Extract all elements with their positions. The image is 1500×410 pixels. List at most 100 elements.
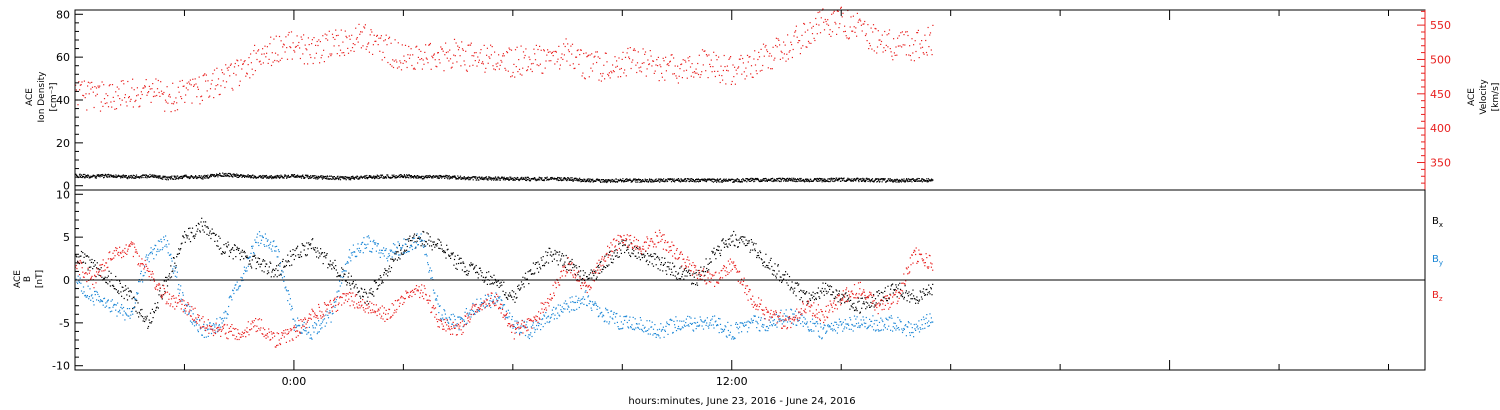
b-x-point bbox=[667, 261, 669, 263]
density-point bbox=[559, 177, 561, 179]
density-point bbox=[716, 180, 718, 182]
velocity-point bbox=[747, 61, 749, 63]
velocity-point bbox=[553, 50, 555, 53]
velocity-point bbox=[597, 56, 599, 58]
density-point bbox=[877, 178, 879, 180]
velocity-point bbox=[208, 96, 210, 98]
density-point bbox=[764, 180, 766, 182]
density-point bbox=[867, 180, 869, 182]
b-x-point bbox=[264, 265, 266, 268]
b-x-point bbox=[825, 290, 827, 292]
b-x-point bbox=[642, 254, 644, 256]
density-point bbox=[83, 176, 85, 178]
density-point bbox=[630, 179, 632, 181]
b-x-point bbox=[240, 251, 242, 253]
velocity-point bbox=[454, 55, 456, 57]
density-point bbox=[357, 176, 359, 178]
b-y-point bbox=[226, 317, 228, 319]
b-y-point bbox=[449, 318, 451, 320]
velocity-point bbox=[765, 44, 767, 47]
b-y-point bbox=[268, 247, 270, 249]
density-point bbox=[627, 179, 629, 181]
velocity-point bbox=[677, 65, 679, 67]
density-point bbox=[522, 177, 525, 179]
b-x-point bbox=[668, 266, 670, 268]
velocity-point bbox=[164, 99, 167, 101]
velocity-point bbox=[893, 52, 895, 54]
b-x-point bbox=[664, 262, 666, 264]
density-point bbox=[339, 175, 341, 178]
density-point bbox=[815, 180, 817, 182]
density-point bbox=[833, 180, 835, 183]
density-point bbox=[497, 179, 499, 181]
velocity-point bbox=[706, 55, 708, 57]
b-x-point bbox=[903, 298, 905, 300]
b-y-point bbox=[450, 319, 452, 321]
b-x-point bbox=[712, 252, 714, 254]
b-x-point bbox=[886, 300, 888, 302]
b-x-point bbox=[142, 320, 144, 322]
velocity-point bbox=[687, 57, 689, 59]
velocity-point bbox=[175, 97, 177, 99]
b-y-point bbox=[283, 276, 285, 278]
b-x-point bbox=[104, 276, 106, 278]
b-x-point bbox=[141, 308, 143, 311]
b-x-point bbox=[915, 302, 917, 304]
b-y-point bbox=[373, 239, 375, 241]
density-point bbox=[400, 174, 402, 176]
b-y-point bbox=[175, 266, 177, 269]
density-point bbox=[660, 180, 662, 182]
b-x-point bbox=[239, 259, 241, 261]
density-point bbox=[182, 176, 184, 178]
b-y-point bbox=[276, 256, 278, 258]
density-point bbox=[132, 177, 134, 179]
b-x-point bbox=[622, 239, 624, 241]
velocity-point bbox=[165, 101, 167, 103]
density-point bbox=[762, 179, 764, 181]
b-x-point bbox=[537, 261, 539, 263]
velocity-point bbox=[423, 63, 425, 65]
velocity-point bbox=[427, 62, 429, 64]
velocity-point bbox=[783, 41, 785, 43]
velocity-point bbox=[418, 48, 420, 51]
b-x-point bbox=[224, 252, 226, 254]
b-x-point bbox=[475, 264, 477, 267]
density-point bbox=[376, 174, 378, 176]
velocity-point bbox=[170, 111, 172, 113]
velocity-point bbox=[670, 54, 672, 56]
b-y-point bbox=[348, 249, 351, 251]
b-x-point bbox=[258, 258, 261, 260]
b-x-point bbox=[696, 284, 699, 286]
density-point bbox=[697, 178, 699, 180]
b-x-point bbox=[723, 246, 726, 248]
b-x-point bbox=[924, 294, 926, 296]
density-point bbox=[276, 176, 278, 178]
velocity-point bbox=[346, 37, 348, 39]
velocity-point bbox=[931, 54, 933, 56]
density-point bbox=[285, 175, 287, 177]
density-point bbox=[360, 175, 362, 177]
b-x-point bbox=[82, 252, 84, 254]
b-y-point bbox=[315, 323, 317, 325]
b-x-point bbox=[532, 262, 534, 264]
b-y-point bbox=[147, 254, 150, 256]
density-point bbox=[268, 177, 270, 179]
velocity-point bbox=[787, 58, 789, 60]
density-point bbox=[680, 178, 682, 180]
b-x-point bbox=[749, 251, 751, 253]
b-x-point bbox=[901, 296, 904, 298]
density-point bbox=[783, 178, 786, 180]
velocity-point bbox=[432, 57, 434, 59]
density-point bbox=[100, 174, 102, 176]
b-x-point bbox=[360, 297, 362, 299]
velocity-point bbox=[453, 54, 455, 56]
velocity-point bbox=[416, 45, 418, 47]
density-point bbox=[520, 177, 522, 179]
density-point bbox=[550, 177, 552, 179]
b-x-point bbox=[700, 266, 702, 268]
velocity-point bbox=[482, 63, 484, 65]
velocity-point bbox=[338, 45, 340, 47]
velocity-point bbox=[128, 96, 130, 98]
density-point bbox=[188, 177, 190, 180]
b-y-point bbox=[448, 316, 450, 318]
